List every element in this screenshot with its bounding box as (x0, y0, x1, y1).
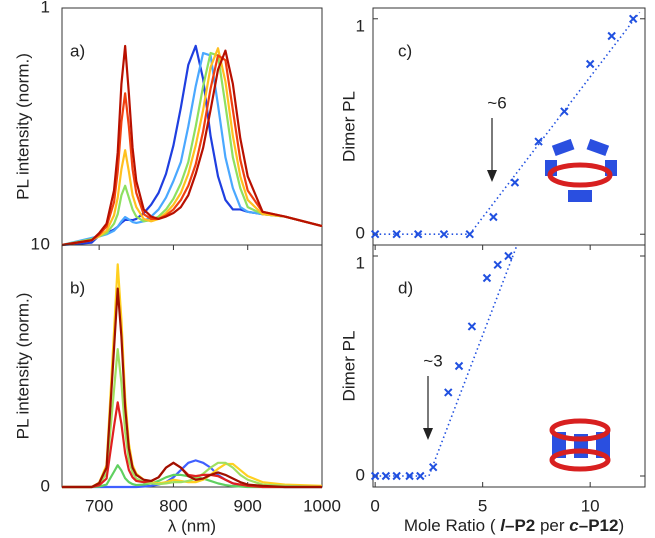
data-point (585, 59, 595, 69)
data-point (534, 137, 543, 146)
spectrum-line (62, 287, 322, 489)
panel-label: a) (70, 41, 85, 60)
spectrum-line (61, 51, 323, 247)
ring-icon-d (549, 418, 611, 472)
y-tick-label: 0 (356, 465, 365, 484)
data-point (467, 322, 477, 331)
x-axis-label-part: Mole Ratio ( (404, 516, 500, 535)
x-tick-label: 900 (234, 496, 262, 515)
data-point (405, 471, 414, 481)
y-tick-label: 1 (41, 0, 50, 16)
spectrum-line (61, 47, 323, 247)
data-point (489, 212, 498, 222)
x-axis-label-part: –P2 (505, 516, 535, 535)
annotation-d: ~3 (423, 351, 443, 440)
annotation-c: ~6 (487, 93, 507, 182)
panel-label: b) (70, 278, 85, 297)
y-axis-label: Dimer PL (339, 91, 358, 162)
data-point (628, 14, 638, 23)
x-axis-label-part: –P12 (579, 516, 619, 535)
data-point (381, 471, 391, 481)
data-point (428, 462, 438, 472)
x-tick-label: 10 (581, 496, 600, 515)
x-tick-label: 800 (159, 496, 187, 515)
spectrum-line (62, 263, 323, 489)
x-axis-label-part: ) (618, 516, 624, 535)
x-tick-label: 0 (370, 496, 379, 515)
annotation: ~6 (487, 93, 506, 112)
data-point (607, 31, 616, 41)
x-tick-label: 1000 (303, 496, 341, 515)
x-tick-label: 700 (85, 496, 113, 515)
y-axis-label: PL intensity (norm.) (13, 53, 32, 200)
plot-frame (61, 7, 323, 246)
panel-label: c) (398, 41, 412, 60)
x-axis-label: Mole Ratio ( l–P2 per c–P12) (404, 516, 624, 535)
spectrum-line (62, 347, 323, 489)
y-tick-label: 1 (31, 234, 40, 253)
y-tick-label: 0 (356, 224, 365, 243)
x-axis-label: λ (nm) (168, 516, 216, 535)
y-tick-label: 0 (41, 476, 50, 495)
data-point (392, 230, 401, 239)
y-tick-label: 1 (356, 253, 365, 272)
data-point (510, 178, 520, 187)
data-point (493, 260, 502, 270)
spectrum-line (61, 51, 323, 247)
ring-icon-c (545, 138, 617, 202)
spectrum-line (61, 44, 323, 247)
x-tick-label: 5 (478, 496, 487, 515)
data-point (482, 273, 492, 283)
x-axis-label-part: l (500, 516, 506, 535)
spectrum-line (62, 401, 322, 489)
plot-frame (372, 7, 646, 246)
y-tick-label: 1 (356, 16, 365, 35)
spectrum-line (62, 464, 322, 489)
plot-frame (372, 244, 646, 488)
data-point (504, 251, 513, 261)
y-axis-label: Dimer PL (339, 331, 358, 402)
data-point (413, 230, 423, 239)
fit-line (375, 244, 518, 477)
data-point (454, 361, 464, 371)
fit-line (375, 11, 641, 236)
annotation: ~3 (423, 351, 442, 370)
data-point (444, 388, 453, 397)
data-point (392, 471, 401, 481)
x-axis-label-part: c (569, 516, 579, 535)
x-axis-label-part: per (535, 516, 569, 535)
y-tick-label: 0 (41, 234, 50, 253)
panel-label: d) (398, 278, 413, 297)
plot-frame (61, 244, 323, 488)
y-axis-label: PL intensity (norm.) (13, 293, 32, 440)
data-point (560, 107, 569, 116)
